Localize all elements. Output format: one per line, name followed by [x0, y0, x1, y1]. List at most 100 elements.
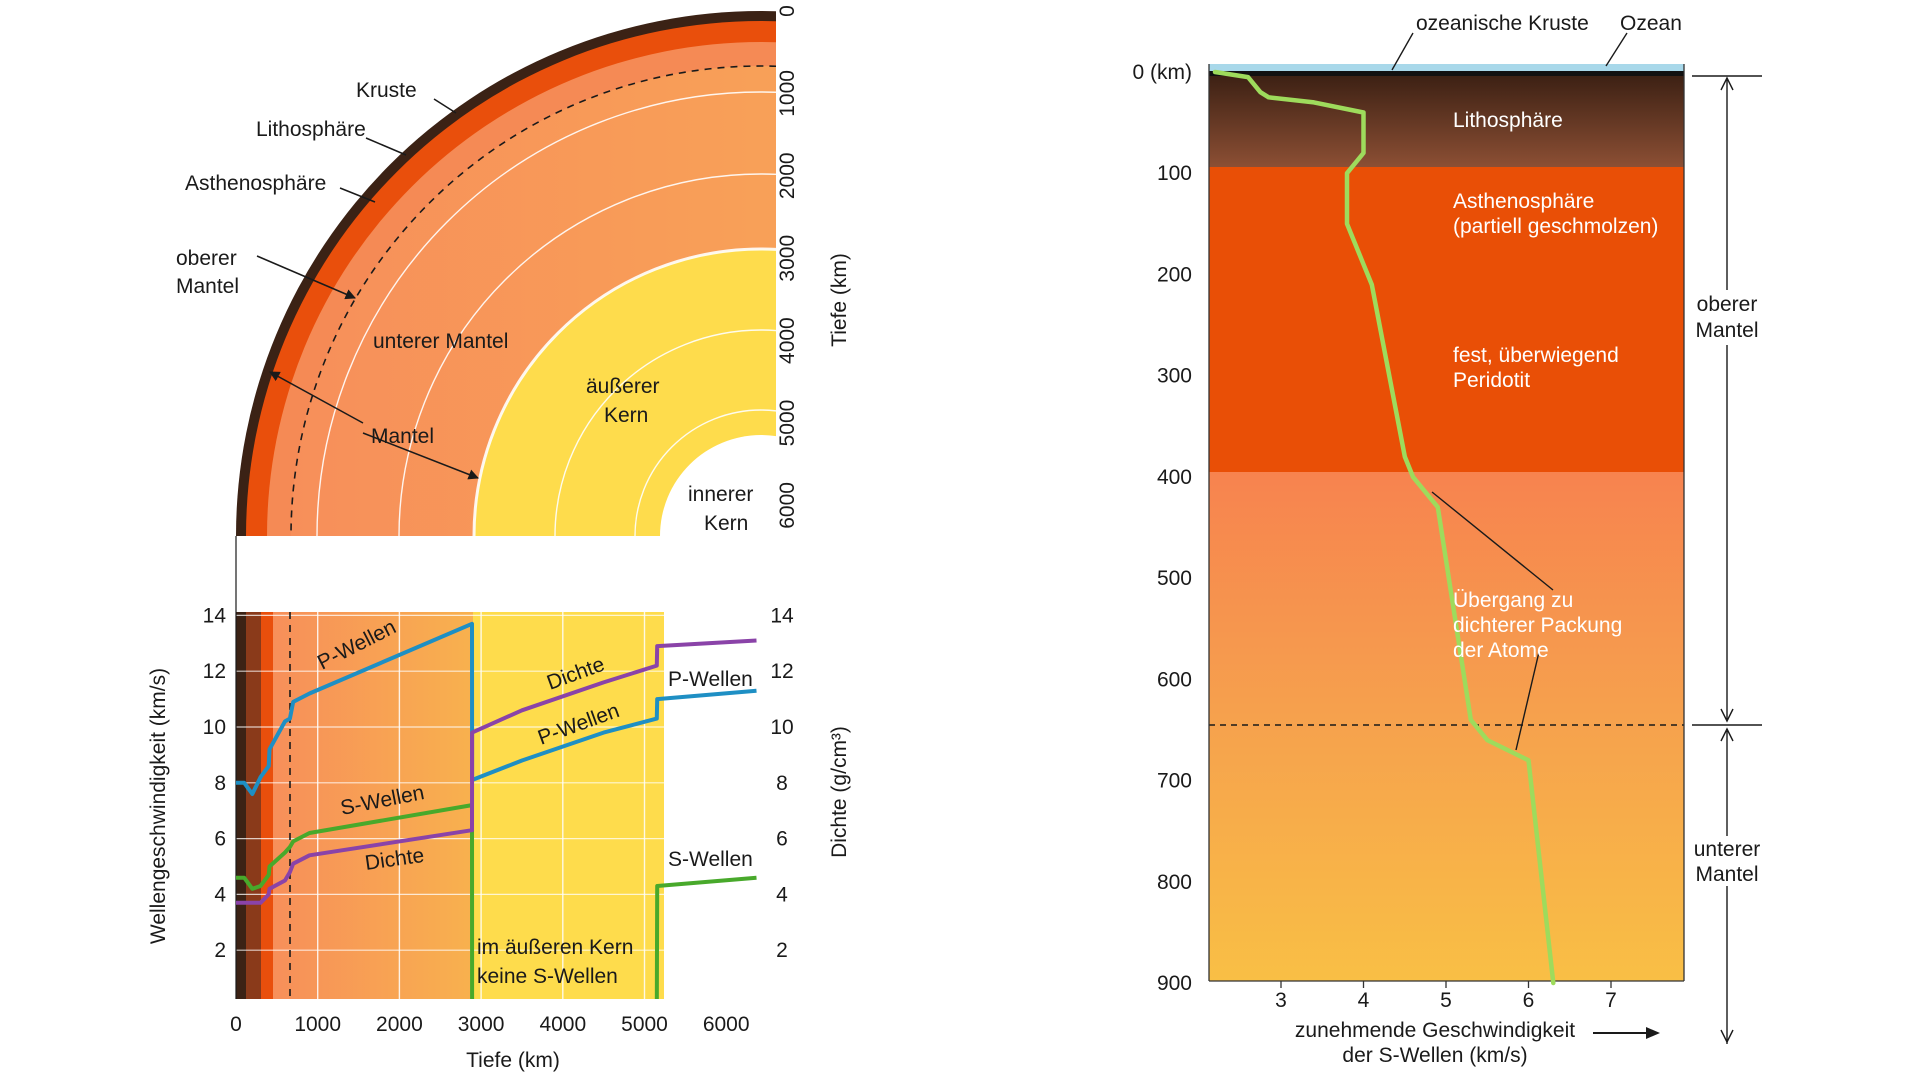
ann-no-s-2: keine S-Wellen	[477, 965, 618, 988]
y-tick-right: 12	[770, 660, 793, 683]
x-tick-label: 4000	[539, 1013, 586, 1036]
chart-bg-inner-core	[664, 612, 758, 999]
layer-asth-2: (partiell geschmolzen)	[1453, 215, 1658, 238]
depth-tick: 2000	[776, 152, 799, 199]
y-tick-left: 8	[214, 772, 226, 795]
right-chart: 0 (km) 100 200 300 400 500 600 700 800 900 3 4 5 6 7	[1133, 61, 1685, 1012]
y-tick-left: 10	[203, 716, 226, 739]
label-kruste: Kruste	[356, 79, 417, 102]
depth-tick-right: 900	[1157, 972, 1192, 995]
x-tick-label: 0	[230, 1013, 242, 1036]
right-ticks: 0 (km) 100 200 300 400 500 600 700 800 900 3 4 5 6 7	[1133, 61, 1617, 1012]
x-tick-label: 6000	[703, 1013, 750, 1036]
x-tick-label: 3000	[458, 1013, 505, 1036]
label-innerer-kern-1: innerer	[688, 483, 753, 506]
y-tick-left: 4	[214, 883, 226, 906]
depth-tick-right: 700	[1157, 770, 1192, 793]
lower-mantle-layer	[1209, 725, 1684, 981]
depth-tick-right: 500	[1157, 567, 1192, 590]
layer-lithosphaere: Lithosphäre	[1453, 109, 1563, 132]
depth-tick: 1000	[776, 70, 799, 117]
y-tick-right: 10	[770, 716, 793, 739]
y-tick-right: 8	[776, 772, 788, 795]
depth-tick-right: 300	[1157, 365, 1192, 388]
chart-bg-asthenosphere	[261, 612, 273, 999]
depth-tick-right: 400	[1157, 466, 1192, 489]
chart-bg-lithosphere	[246, 612, 261, 999]
depth-tick: 6000	[776, 482, 799, 529]
right-xlabel-1: zunehmende Geschwindigkeit	[1295, 1019, 1575, 1042]
layer-ueber-3: der Atome	[1453, 639, 1549, 662]
earth-quarter-diagram	[236, 11, 776, 536]
depth-tick-right: 200	[1157, 263, 1192, 286]
label-innerer-kern-2: Kern	[704, 512, 748, 535]
inner-core	[660, 435, 776, 536]
label-oberer-mantel-2: Mantel	[176, 275, 239, 298]
label-mantel: Mantel	[371, 425, 434, 448]
label-oberer-mantel-1: oberer	[176, 247, 237, 270]
upper-lower-mantle-boundary	[290, 65, 776, 536]
left-xlabel: Tiefe (km)	[466, 1049, 560, 1072]
x-tick-label-right: 5	[1440, 989, 1452, 1012]
depth-tick-right: 600	[1157, 668, 1192, 691]
x-direction-arrow	[1593, 1027, 1660, 1039]
y-tick-right: 4	[776, 883, 788, 906]
layer-ueber-2: dichterer Packung	[1453, 614, 1622, 637]
layer-fest-1: fest, überwiegend	[1453, 344, 1619, 367]
left-ticks: 0 1000 2000 3000 4000 5000 6000 2 2 4 4 6 6 8 8 10 10 12 1…	[203, 604, 794, 1036]
left-chart: 0 1000 2000 3000 4000 5000 6000 2 2 4 4 6 6 8 8 10 10 12 1…	[203, 536, 794, 1036]
ann-s-inner: S-Wellen	[668, 848, 753, 871]
depth-tick: 3000	[776, 235, 799, 282]
left-series	[236, 621, 757, 999]
x-tick-label: 1000	[294, 1013, 341, 1036]
label-ozeanische-kruste: ozeanische Kruste	[1416, 12, 1589, 35]
layer-fest-2: Peridotit	[1453, 369, 1530, 392]
depth-tick-right: 100	[1157, 162, 1192, 185]
chart-bg-mantle	[273, 612, 473, 999]
chart-bg-crust	[236, 612, 246, 999]
label-asthenosphaere: Asthenosphäre	[185, 172, 326, 195]
series-line-s-wellen	[236, 803, 757, 999]
label-unterer-2: Mantel	[1695, 863, 1758, 886]
y-tick-right: 6	[776, 828, 788, 851]
series-line-dichte	[236, 638, 757, 905]
y-tick-left: 6	[214, 828, 226, 851]
depth-tick-labels: 0 1000 2000 3000 4000 5000 6000	[776, 5, 799, 529]
y-tick-left: 14	[203, 604, 227, 627]
x-tick-label-right: 4	[1358, 989, 1370, 1012]
left-ylabel: Wellengeschwindigkeit (km/s)	[147, 668, 170, 944]
label-unterer-mantel: unterer Mantel	[373, 330, 508, 353]
oceanic-crust-layer	[1209, 71, 1684, 76]
label-oberer-1: oberer	[1697, 293, 1758, 316]
label-aeusserer-kern-1: äußerer	[586, 375, 660, 398]
label-aeusserer-kern-2: Kern	[604, 404, 648, 427]
asthenosphere-layer	[1209, 167, 1684, 472]
x-tick-label: 5000	[621, 1013, 668, 1036]
lithosphere-layer	[1209, 76, 1684, 167]
x-tick-label-right: 6	[1523, 989, 1535, 1012]
label-unterer-1: unterer	[1694, 838, 1761, 861]
mantle-dimension	[1692, 75, 1762, 1044]
x-tick-label: 2000	[376, 1013, 423, 1036]
depth-tick: 4000	[776, 317, 799, 364]
right-xlabel-2: der S-Wellen (km/s)	[1342, 1044, 1527, 1067]
depth-axis-label: Tiefe (km)	[828, 253, 851, 347]
y-tick-left: 12	[203, 660, 226, 683]
ocean-layer	[1209, 64, 1684, 71]
s-wave-curve	[1212, 69, 1556, 986]
depth-tick: 5000	[776, 400, 799, 447]
y-tick-right: 14	[770, 604, 794, 627]
depth-tick: 0	[776, 5, 799, 17]
series-line-p-wellen	[236, 621, 757, 796]
right-series	[1212, 69, 1556, 986]
transition-layer	[1209, 472, 1684, 725]
layer-asth-1: Asthenosphäre	[1453, 190, 1594, 213]
y-tick-left: 2	[214, 939, 226, 962]
chart-grid	[236, 536, 758, 999]
label-lithosphaere: Lithosphäre	[256, 118, 366, 141]
chart-bg-outer-core	[473, 612, 664, 999]
label-oberer-2: Mantel	[1695, 319, 1758, 342]
label-ozean: Ozean	[1620, 12, 1682, 35]
depth-tick-right: 0 (km)	[1133, 61, 1193, 84]
